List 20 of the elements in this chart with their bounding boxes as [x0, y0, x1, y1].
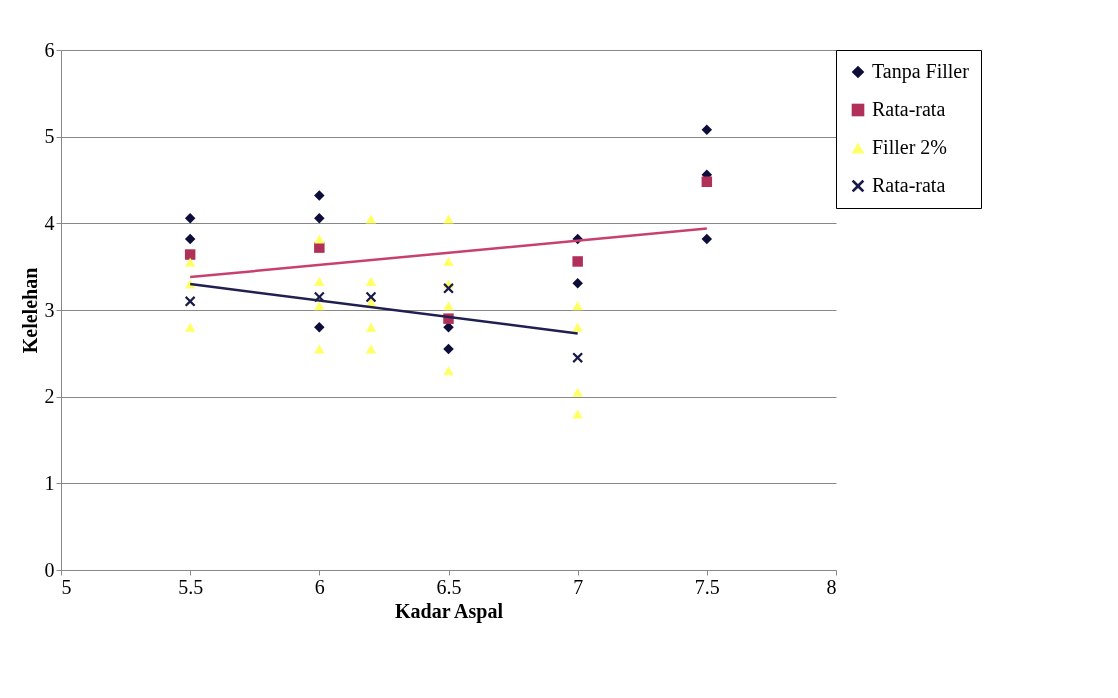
x-axis-title: Kadar Aspal	[395, 599, 504, 623]
x-tick-label: 7	[573, 575, 584, 598]
y-tick-label: 6	[44, 38, 55, 61]
y-tick-label: 1	[44, 471, 55, 494]
x-tick-label: 8	[826, 575, 837, 598]
legend-label: Rata-rata	[872, 174, 946, 196]
x-tick-label: 6.5	[436, 575, 462, 598]
y-tick-label: 5	[44, 125, 55, 148]
legend-label: Tanpa Filler	[872, 60, 970, 83]
y-tick-label: 2	[44, 385, 55, 408]
x-tick-label: 6	[314, 575, 325, 598]
y-tick-label: 4	[44, 211, 55, 234]
x-tick-label: 5.5	[178, 575, 204, 598]
y-tick-label: 3	[44, 298, 55, 321]
y-axis-title: Kelelehan	[18, 267, 41, 354]
y-tick-label: 0	[44, 558, 55, 581]
x-tick-label: 7.5	[694, 575, 720, 598]
legend-label: Rata-rata	[872, 98, 946, 120]
legend-label: Filler 2%	[872, 136, 947, 158]
x-tick-label: 5	[61, 575, 72, 598]
